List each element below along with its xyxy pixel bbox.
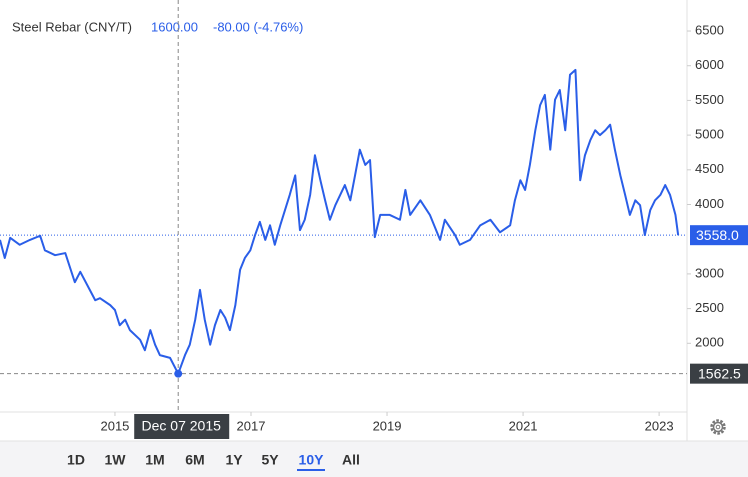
- range-bar: [0, 441, 748, 477]
- y-tick-label: 6000: [695, 57, 724, 72]
- range-button[interactable]: 1Y: [225, 452, 243, 468]
- price: 1600.00: [151, 19, 198, 34]
- y-tick-label: 5000: [695, 127, 724, 142]
- range-button[interactable]: 1M: [145, 452, 164, 468]
- y-tick-label: 3000: [695, 265, 724, 280]
- y-tick-label: 4000: [695, 196, 724, 211]
- y-tick-label: 2500: [695, 300, 724, 315]
- price-line: [0, 68, 680, 375]
- crosshair-x-label: Dec 07 2015: [142, 418, 222, 434]
- crosshair-x-box: [134, 414, 230, 439]
- x-tick-label: 2023: [645, 418, 674, 433]
- y-tick-label: 4500: [695, 161, 724, 176]
- range-button[interactable]: 5Y: [261, 452, 279, 468]
- chart-title: Steel Rebar (CNY/T): [12, 19, 132, 34]
- x-tick-label: 2017: [237, 418, 266, 433]
- gear-teeth: [710, 419, 726, 435]
- range-button[interactable]: All: [342, 452, 360, 468]
- y-tick-label: 5500: [695, 92, 724, 107]
- last-price-label: 3558.0: [696, 227, 739, 243]
- crosshair-y-box: [690, 363, 748, 384]
- range-button[interactable]: 1D: [67, 452, 85, 468]
- gear-hole: [715, 424, 721, 430]
- crosshair-point: [174, 369, 183, 378]
- change: -80.00 (-4.76%): [213, 19, 303, 34]
- last-price-box: [690, 225, 748, 246]
- range-button[interactable]: 1W: [105, 452, 127, 468]
- y-tick-label: 2000: [695, 335, 724, 350]
- settings-icon[interactable]: [710, 419, 726, 435]
- range-button[interactable]: 6M: [185, 452, 204, 468]
- crosshair-y-label: 1562.5: [698, 365, 741, 381]
- x-tick-label: 2015: [100, 418, 129, 433]
- x-tick-label: 2019: [373, 418, 402, 433]
- y-tick-label: 6500: [695, 22, 724, 37]
- gear-body: [712, 421, 724, 433]
- x-tick-label: 2021: [509, 418, 538, 433]
- range-button[interactable]: 10Y: [299, 452, 325, 468]
